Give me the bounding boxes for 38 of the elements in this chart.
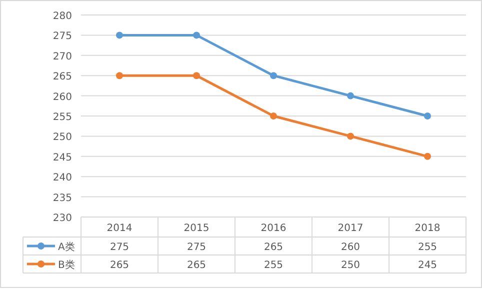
y-tick-label: 275: [52, 31, 72, 42]
data-label: 255: [418, 242, 438, 253]
point: [193, 32, 200, 39]
data-label: 265: [110, 260, 130, 271]
y-tick-label: 280: [52, 11, 72, 22]
point: [270, 112, 277, 120]
data-label: 255: [264, 260, 284, 271]
point: [347, 132, 354, 140]
y-tick-label: 255: [52, 112, 72, 123]
x-tick-label: 2017: [338, 223, 364, 234]
x-tick-label: 2014: [106, 223, 132, 234]
y-tick-label: 245: [52, 152, 72, 164]
data-label: 260: [340, 242, 360, 253]
y-tick-label: 260: [52, 92, 72, 103]
y-tick-label: 250: [52, 132, 72, 144]
legend-label: B类: [58, 259, 75, 271]
data-label: 265: [264, 242, 284, 253]
data-label: 265: [186, 260, 206, 271]
data-label: 250: [340, 260, 360, 271]
point: [116, 32, 123, 39]
legend-label: A类: [58, 241, 75, 253]
x-tick-label: 2015: [184, 223, 210, 234]
point: [424, 112, 431, 120]
y-tick-label: 235: [52, 192, 72, 204]
data-label: 245: [418, 260, 438, 271]
data-label: 275: [110, 242, 130, 253]
x-tick-label: 2016: [260, 223, 286, 234]
data-label: 275: [186, 242, 206, 253]
point: [116, 72, 123, 80]
y-tick-label: 240: [52, 172, 72, 184]
y-tick-label: 230: [52, 213, 72, 224]
point: [347, 92, 354, 100]
point: [424, 152, 431, 160]
y-tick-label: 270: [52, 51, 72, 62]
point: [270, 72, 277, 80]
x-tick-label: 2018: [414, 223, 440, 234]
point: [193, 72, 200, 80]
y-tick-label: 265: [52, 72, 72, 83]
